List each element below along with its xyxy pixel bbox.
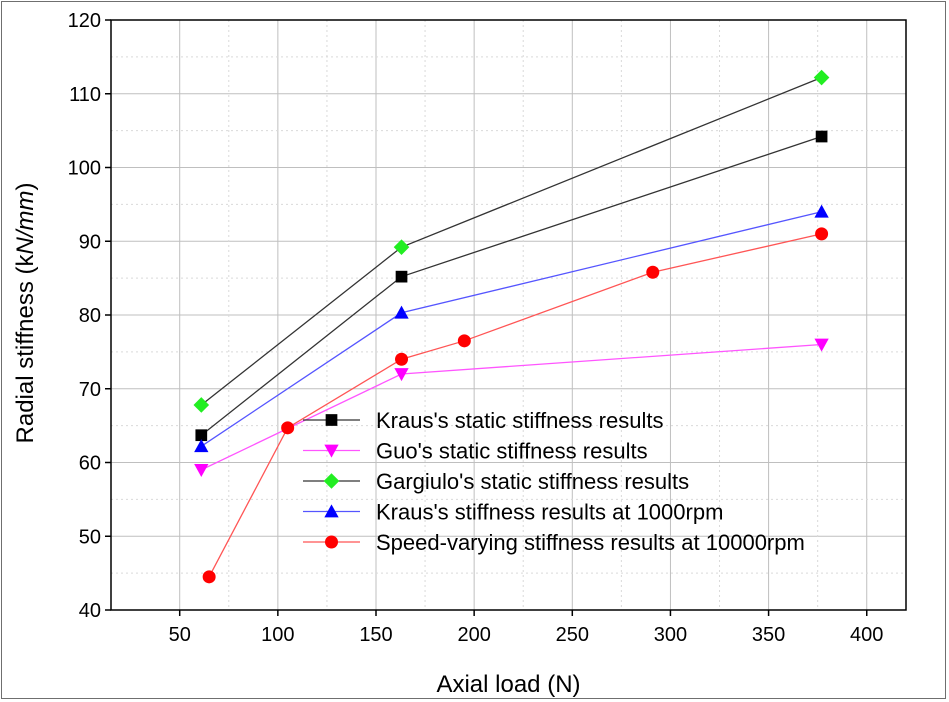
data-point — [813, 69, 830, 86]
legend-item: Kraus's stiffness results at 1000rpm — [303, 500, 723, 525]
x-tick-label: 400 — [850, 624, 883, 646]
legend-item: Kraus's static stiffness results — [303, 408, 663, 433]
y-tick-label: 40 — [79, 600, 101, 622]
x-tick-label: 250 — [556, 624, 589, 646]
legend-item: Speed-varying stiffness results at 10000… — [303, 530, 805, 555]
legend-marker — [323, 473, 340, 489]
x-axis-title: Axial load (N) — [436, 671, 580, 698]
series-2 — [194, 338, 829, 478]
data-point — [194, 464, 209, 478]
data-point — [815, 130, 828, 143]
legend-label: Speed-varying stiffness results at 10000… — [376, 530, 805, 555]
data-point — [394, 368, 409, 382]
data-point — [195, 429, 208, 442]
series-5 — [202, 227, 829, 584]
x-tick-label: 200 — [457, 624, 490, 646]
series-line — [208, 233, 822, 578]
x-tick-label: 100 — [261, 624, 294, 646]
legend-marker — [325, 414, 338, 426]
data-point — [393, 239, 410, 255]
data-point — [815, 227, 829, 241]
data-point — [395, 352, 409, 366]
legend-label: Guo's static stiffness results — [376, 439, 648, 464]
data-point — [281, 421, 295, 435]
x-tick-label: 300 — [654, 624, 687, 646]
y-axis-title-unit: N/mm — [12, 191, 39, 255]
data-point — [814, 338, 829, 352]
legend-label: Kraus's stiffness results at 1000rpm — [376, 500, 723, 525]
x-tick-label: 350 — [752, 624, 785, 646]
series-4 — [194, 204, 829, 453]
data-point — [814, 204, 829, 218]
y-axis-title-suffix: ) — [12, 183, 39, 191]
legend-marker — [325, 535, 338, 549]
x-tick-label: 50 — [169, 624, 191, 646]
y-tick-label: 80 — [79, 305, 101, 327]
legend: Kraus's static stiffness results Guo's st… — [303, 408, 805, 555]
series-1 — [195, 130, 828, 442]
legend-marker — [324, 444, 339, 458]
y-axis-title: Radial stiffness (kN/mm) — [12, 183, 39, 444]
series-3 — [193, 69, 830, 413]
data-point — [395, 270, 408, 283]
axis-ticks: 50 100 150 200 250 300 350 400 40 50 60 70 80 90 100 11… — [68, 10, 884, 646]
y-tick-label: 100 — [68, 158, 101, 180]
y-tick-label: 90 — [79, 231, 101, 253]
legend-marker — [324, 504, 339, 518]
legend-label: Kraus's static stiffness results — [376, 408, 663, 433]
y-tick-label: 50 — [79, 526, 101, 548]
series-group — [193, 69, 830, 584]
legend-label: Gargiulo's static stiffness results — [376, 469, 689, 494]
data-point — [646, 265, 660, 279]
legend-item: Gargiulo's static stiffness results — [303, 469, 689, 494]
legend-item: Guo's static stiffness results — [303, 439, 648, 464]
data-point — [202, 570, 216, 584]
y-tick-label: 110 — [69, 84, 101, 106]
y-tick-label: 70 — [79, 379, 101, 401]
y-tick-label: 60 — [79, 453, 101, 475]
x-tick-label: 150 — [359, 624, 392, 646]
data-point — [394, 305, 409, 319]
y-tick-label: 120 — [68, 10, 101, 32]
data-point — [193, 397, 210, 413]
data-point — [457, 334, 471, 348]
y-axis-title-prefix: Radial stiffness (k — [12, 254, 39, 444]
data-point — [194, 439, 209, 453]
